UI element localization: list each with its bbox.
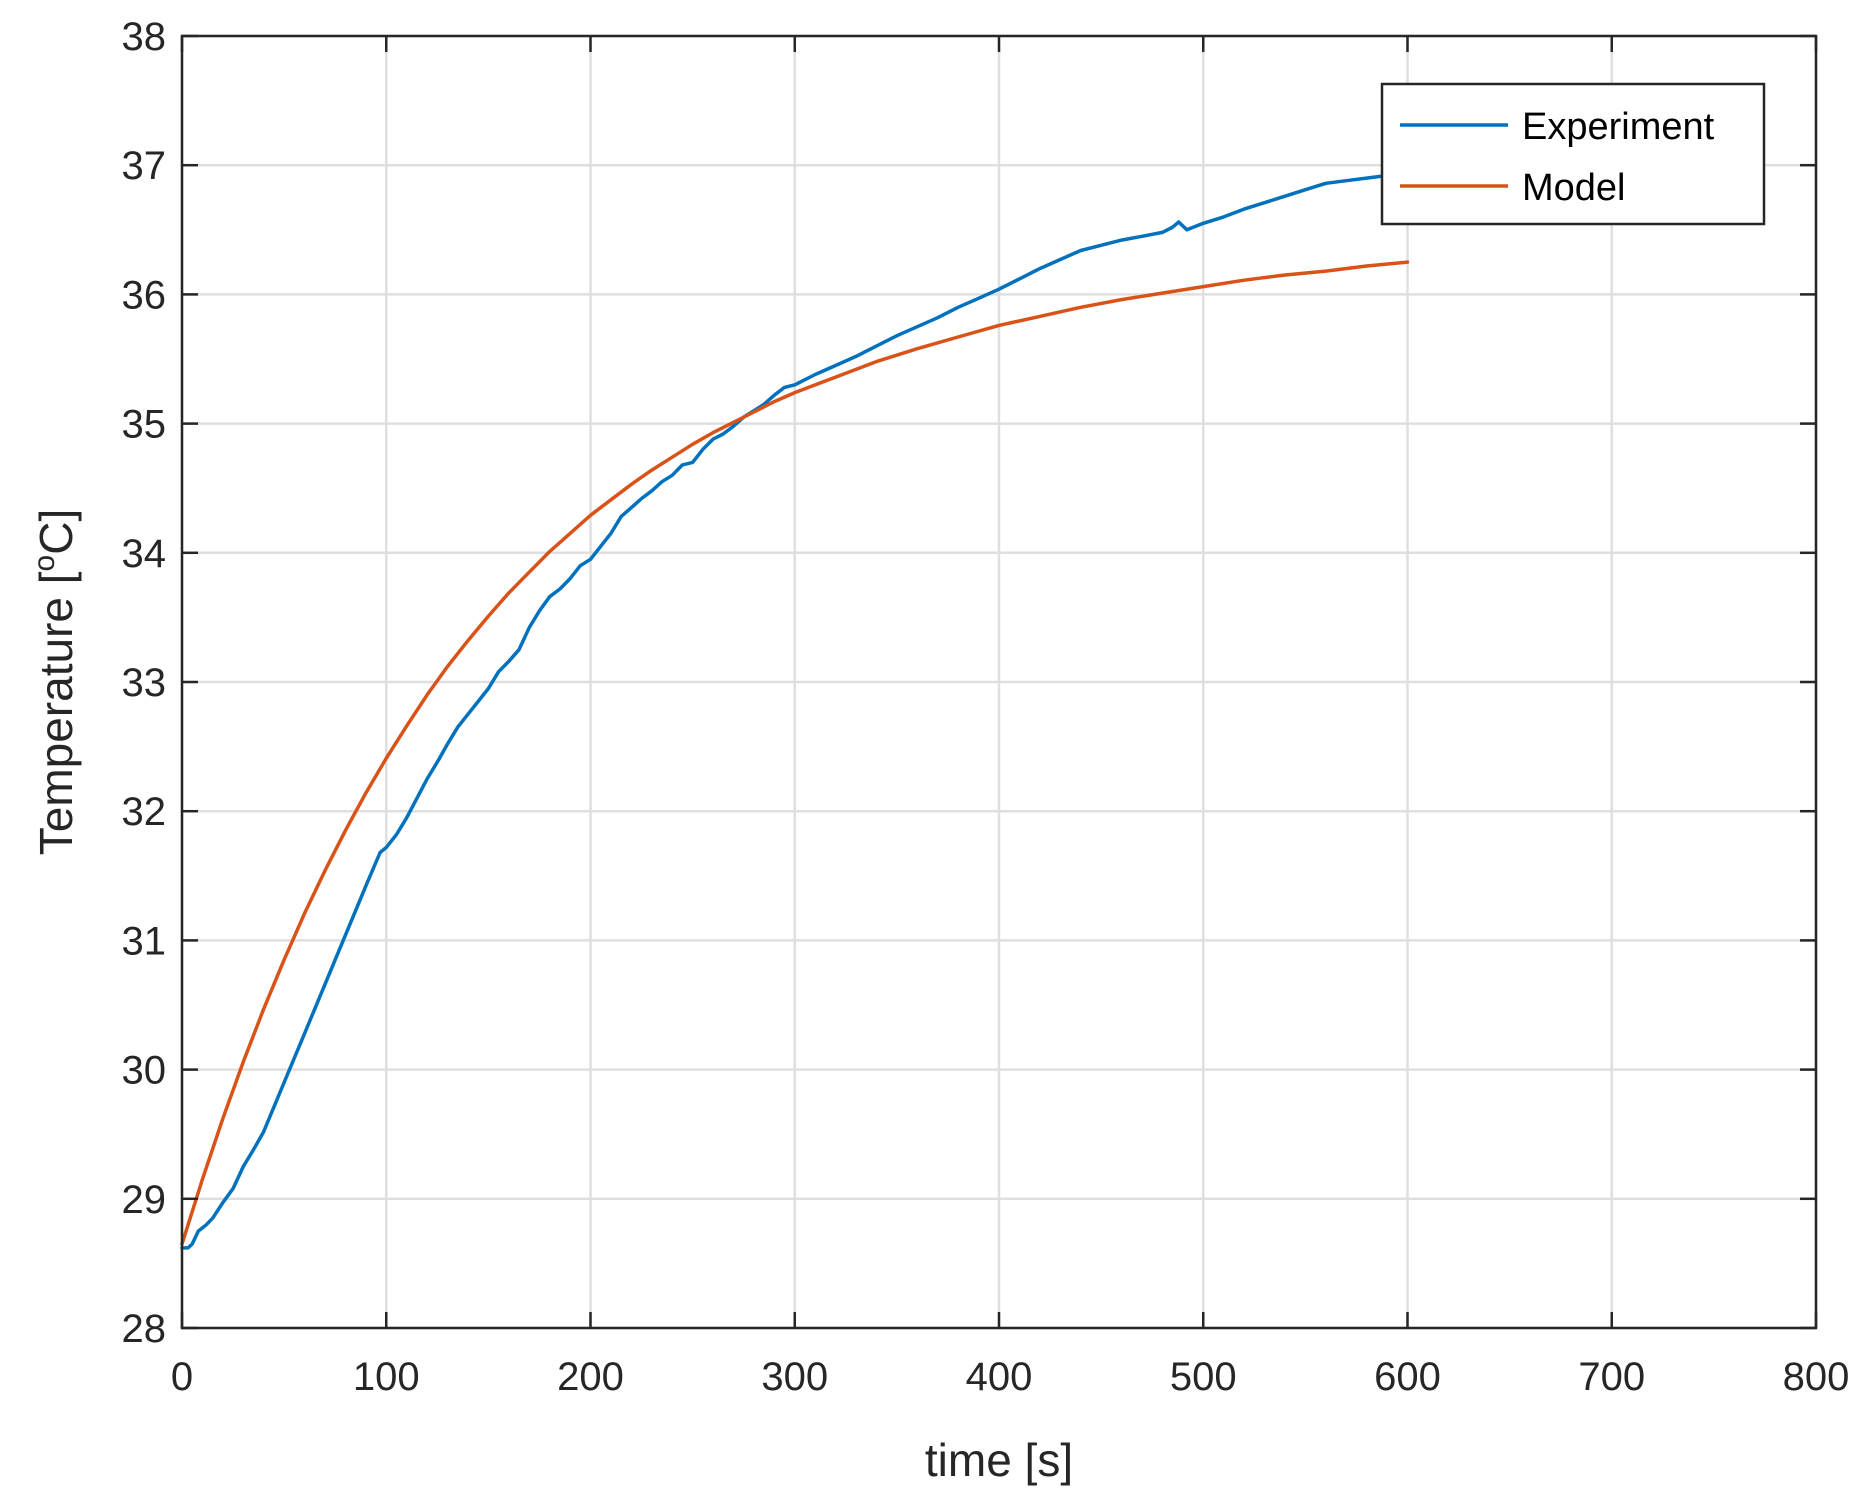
y-tick-label: 35 [122, 403, 167, 447]
legend: Experiment Model [1380, 82, 1766, 226]
y-tick-label: 28 [122, 1307, 167, 1351]
y-tick-label: 32 [122, 790, 167, 834]
x-axis-label: time [s] [925, 1434, 1073, 1486]
grid-layer [180, 34, 1818, 1330]
x-tick-label: 700 [1578, 1355, 1645, 1399]
tick-label-layer: 0 100 200 300 400 500 600 700 800 28 29 30 31 32 33 34 3… [122, 15, 1850, 1399]
y-axis-label-superscript: o [28, 555, 61, 572]
x-tick-label: 600 [1374, 1355, 1441, 1399]
x-tick-label: 0 [171, 1355, 193, 1399]
x-tick-label: 400 [966, 1355, 1033, 1399]
series-line-model [180, 260, 1410, 1246]
y-tick-label: 34 [122, 532, 167, 576]
y-axis-label-unit: C] [30, 509, 82, 555]
y-axis-label: Temperature [oC] [28, 509, 82, 855]
y-tick-label: 36 [122, 273, 167, 317]
y-tick-label: 37 [122, 144, 167, 188]
y-axis-label-main: Temperature [ [30, 571, 82, 855]
tick-layer [180, 34, 1818, 1330]
legend-box [1380, 82, 1766, 226]
x-tick-label: 100 [353, 1355, 420, 1399]
y-tick-label: 31 [122, 919, 167, 963]
x-tick-label: 300 [761, 1355, 828, 1399]
x-tick-label: 800 [1783, 1355, 1850, 1399]
series-layer [180, 173, 1410, 1250]
x-tick-label: 200 [557, 1355, 624, 1399]
y-tick-label: 30 [122, 1049, 167, 1093]
legend-label-model: Model [1522, 167, 1626, 209]
x-tick-label: 500 [1170, 1355, 1237, 1399]
y-tick-label: 38 [122, 15, 167, 59]
legend-label-experiment: Experiment [1522, 106, 1715, 148]
series-line-experiment [180, 173, 1389, 1250]
y-tick-label: 29 [122, 1178, 167, 1222]
y-tick-label: 33 [122, 661, 167, 705]
